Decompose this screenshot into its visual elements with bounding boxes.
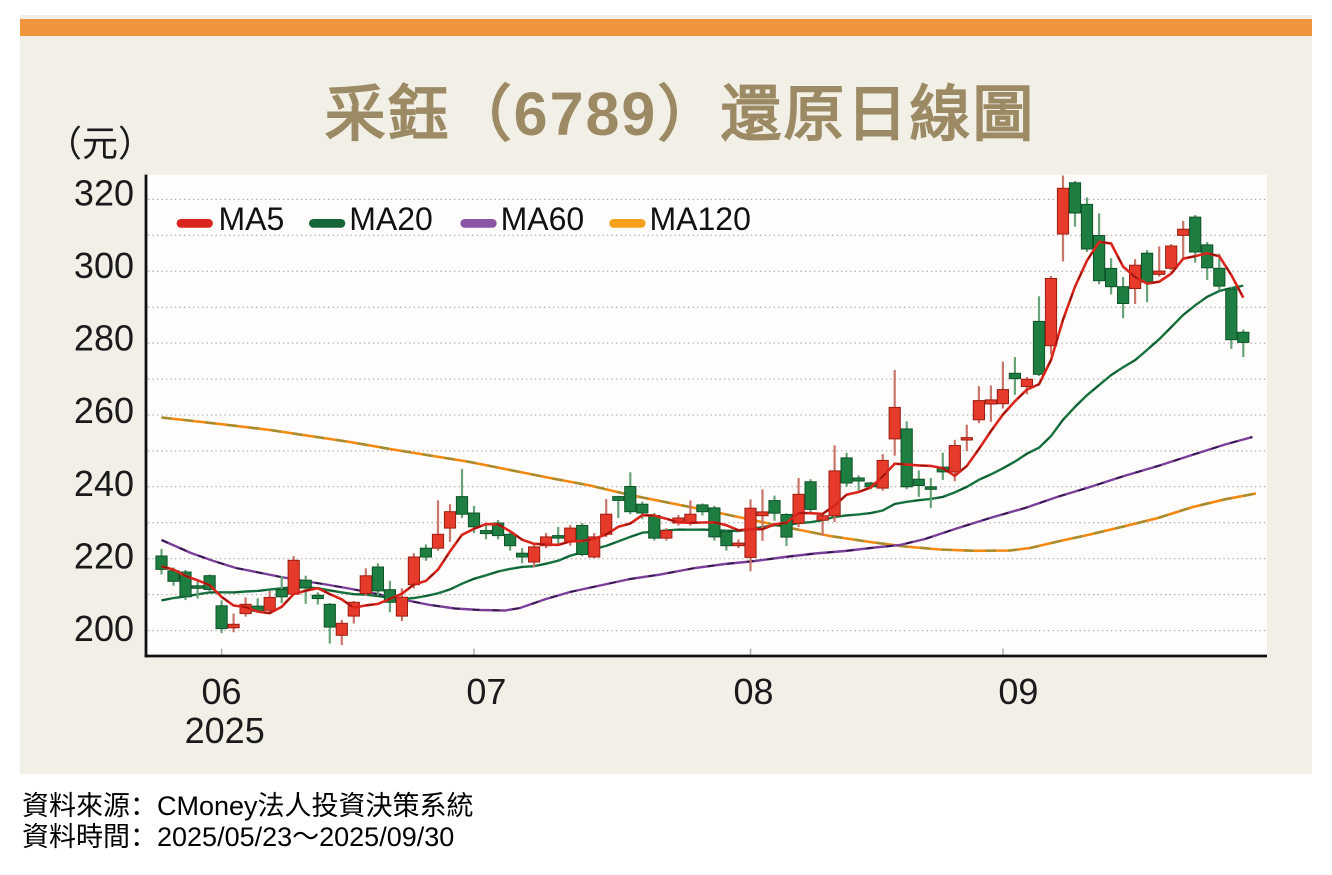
svg-text:260: 260 — [74, 390, 134, 431]
svg-text:09: 09 — [998, 671, 1038, 712]
svg-text:06: 06 — [201, 671, 241, 712]
svg-text:2025: 2025 — [185, 710, 265, 751]
svg-text:（元）: （元） — [46, 123, 154, 164]
svg-text:07: 07 — [466, 671, 506, 712]
svg-text:280: 280 — [74, 318, 134, 359]
svg-text:08: 08 — [733, 671, 773, 712]
svg-text:MA20: MA20 — [349, 201, 433, 237]
svg-text:MA120: MA120 — [650, 201, 751, 237]
svg-text:300: 300 — [74, 245, 134, 286]
svg-text:MA5: MA5 — [219, 201, 285, 237]
svg-text:220: 220 — [74, 535, 134, 576]
svg-text:320: 320 — [74, 172, 134, 213]
svg-text:MA60: MA60 — [501, 201, 585, 237]
svg-text:240: 240 — [74, 463, 134, 504]
svg-text:200: 200 — [74, 608, 134, 649]
